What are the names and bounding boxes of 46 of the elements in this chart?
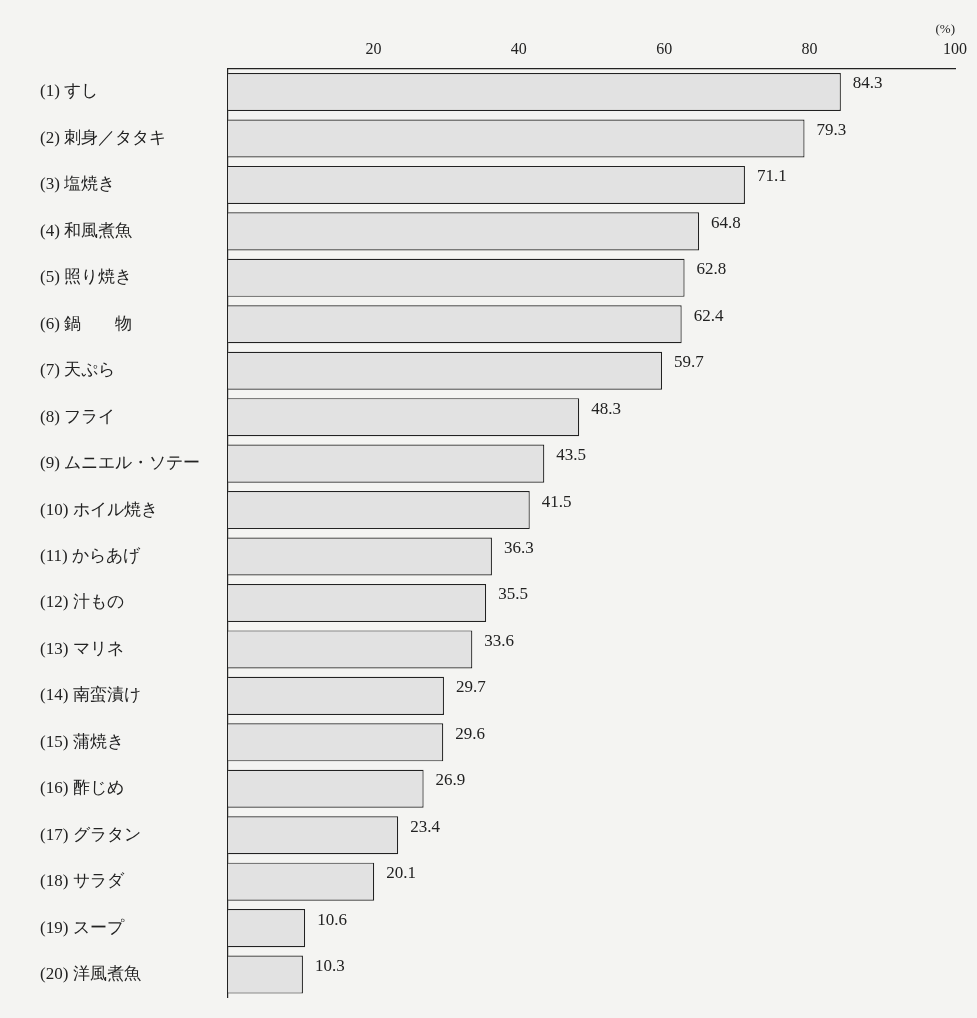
y-tick-label: (7) 天ぷら xyxy=(40,360,116,380)
y-tick-label: (5) 照り焼き xyxy=(40,267,133,287)
y-tick-label: (12) 汁もの xyxy=(40,592,124,612)
data-label: 84.3 xyxy=(852,73,883,93)
x-tick-label: 80 xyxy=(801,40,818,58)
y-tick-label: (6) 鍋 物 xyxy=(40,313,133,333)
x-tick-label: 60 xyxy=(656,40,673,58)
data-label: 36.3 xyxy=(503,537,534,557)
data-label: 33.6 xyxy=(484,630,515,650)
y-tick-label: (18) サラダ xyxy=(40,871,125,891)
y-tick-label: (1) すし xyxy=(40,81,99,101)
data-label: 29.7 xyxy=(455,677,487,697)
y-tick-label: (13) マリネ xyxy=(40,638,124,658)
data-label: 10.6 xyxy=(317,909,347,929)
data-label: 62.4 xyxy=(693,305,724,325)
data-label: 10.3 xyxy=(314,956,345,976)
data-label: 64.8 xyxy=(711,212,741,232)
data-label: 29.6 xyxy=(455,723,485,743)
data-label: 48.3 xyxy=(591,398,621,418)
y-tick-label: (17) グラタン xyxy=(40,824,141,844)
data-label: 59.7 xyxy=(674,352,705,372)
data-label: 43.5 xyxy=(556,445,587,465)
y-tick-label: (19) スープ xyxy=(40,917,125,937)
y-tick-label: (14) 南蛮漬け xyxy=(40,685,141,705)
x-tick-label: 40 xyxy=(510,40,527,58)
y-tick-label: (9) ムニエル・ソテー xyxy=(40,453,201,473)
x-tick-label: 100 xyxy=(943,40,967,58)
data-label: 23.4 xyxy=(410,816,441,836)
data-label: 35.5 xyxy=(498,584,528,604)
data-label: 62.8 xyxy=(696,259,727,279)
y-tick-label: (3) 塩焼き xyxy=(40,174,116,194)
y-tick-label: (2) 刺身／タタキ xyxy=(40,127,167,147)
y-tick-label: (11) からあげ xyxy=(40,545,141,565)
y-tick-label: (20) 洋風煮魚 xyxy=(40,964,141,984)
x-tick-label: 20 xyxy=(365,40,382,58)
y-tick-label: (4) 和風煮魚 xyxy=(40,220,133,240)
data-label: 26.9 xyxy=(435,770,466,790)
y-tick-label: (10) ホイル焼き xyxy=(40,499,158,519)
data-label: 79.3 xyxy=(816,119,847,139)
x-axis-title: (%) xyxy=(935,21,955,37)
data-label: 41.5 xyxy=(541,491,572,511)
data-label: 20.1 xyxy=(386,863,416,883)
y-tick-label: (8) フライ xyxy=(40,406,116,426)
data-label: 71.1 xyxy=(756,166,787,186)
y-tick-label: (16) 酢じめ xyxy=(40,778,124,798)
y-tick-label: (15) 蒲焼き xyxy=(40,731,124,751)
